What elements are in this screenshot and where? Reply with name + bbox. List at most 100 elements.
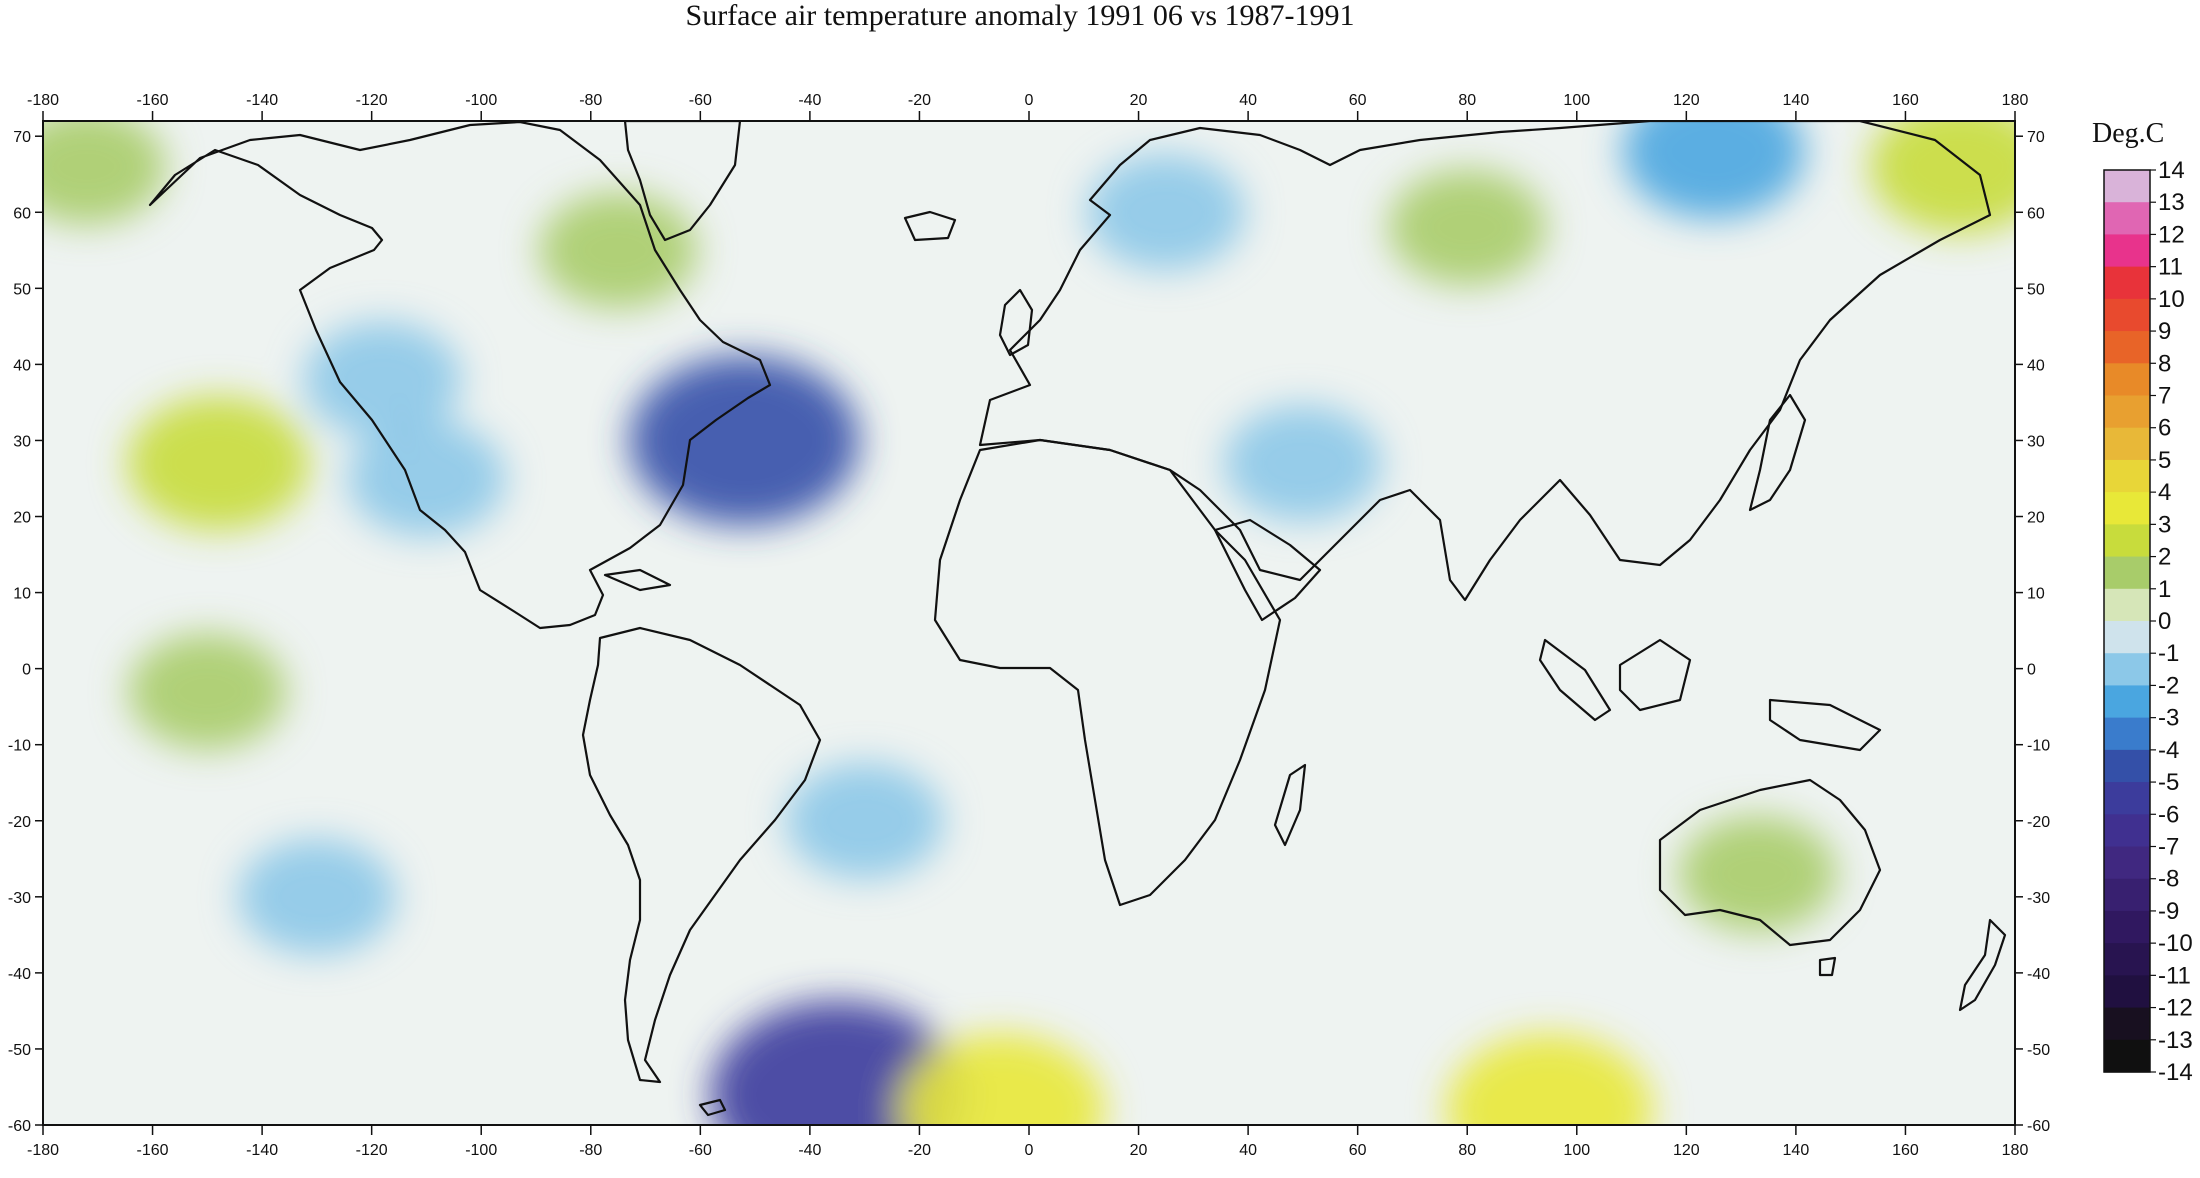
anomaly-blob [1086,154,1245,271]
colorbar-swatch [2104,782,2150,815]
colorbar: 14131211109876543210-1-2-3-4-5-6-7-8-9-1… [2103,157,2193,1086]
colorbar-tick-label: 2 [2158,544,2171,571]
colorbar-swatch [2104,1039,2150,1073]
x-tick-label-top: -80 [579,92,602,109]
colorbar-tick-label: 3 [2158,511,2171,538]
x-tick-label-bottom: -180 [27,1142,59,1159]
colorbar-swatch [2104,492,2150,525]
x-tick-label-bottom: 140 [1783,1142,1810,1159]
colorbar-unit-label: Deg.C [2092,118,2165,149]
y-tick-label-left: -40 [8,966,31,983]
coastline-new-guinea [1768,698,1882,752]
y-tick-label-left: 0 [22,662,31,679]
colorbar-tick-label: 4 [2158,479,2171,506]
coastline-eurasia [978,121,1992,602]
colorbar-swatch [2104,556,2150,590]
colorbar-swatch [2104,943,2150,976]
colorbar-swatch [2104,975,2150,1009]
colorbar-tick-label: 11 [2158,254,2183,281]
map-background [43,121,2015,1125]
x-tick-label-bottom: -20 [908,1142,931,1159]
x-tick-label-top: 180 [2002,92,2029,109]
colorbar-tick-label: 14 [2158,157,2185,184]
coastline-iceland [903,210,957,242]
colorbar-swatch [2104,524,2150,558]
map-axes: -180-180-160-160-140-140-120-120-100-100… [8,92,2050,1159]
colorbar-swatch [2104,395,2150,429]
colorbar-tick-label: -9 [2158,898,2179,925]
colorbar-tick-label: 1 [2158,576,2171,603]
colorbar-tick-label: -12 [2158,995,2193,1022]
colorbar-tick-label: -4 [2158,737,2179,764]
x-tick-label-bottom: 160 [1892,1142,1919,1159]
anomaly-blob [1678,816,1837,932]
y-tick-label-right: 40 [2027,357,2045,374]
colorbar-tick-label: 6 [2158,415,2171,442]
y-tick-label-right: 0 [2027,662,2036,679]
colorbar-tick-label: 9 [2158,318,2171,345]
y-tick-label-right: -40 [2027,966,2050,983]
x-tick-label-bottom: 0 [1025,1142,1034,1159]
x-tick-label-top: 20 [1130,92,1148,109]
x-tick-label-top: -160 [137,92,169,109]
anomaly-field [43,121,2015,1125]
y-tick-label-right: 70 [2027,129,2045,146]
colorbar-swatch [2104,653,2150,687]
anomaly-blob [237,838,396,955]
coastline-new-zealand [1958,918,2007,1012]
colorbar-swatch [2104,234,2150,268]
anomaly-blob [1869,121,2015,234]
colorbar-swatch [2104,878,2150,912]
y-tick-label-left: 40 [13,357,31,374]
colorbar-swatch [2104,202,2150,236]
y-tick-label-right: -30 [2027,890,2050,907]
colorbar-tick-label: -7 [2158,834,2179,861]
coastline-greenland [623,121,742,242]
coastline-africa [933,438,1282,907]
colorbar-tick-label: -3 [2158,705,2179,732]
x-tick-label-bottom: -100 [465,1142,497,1159]
colorbar-swatch [2104,298,2150,332]
coastline-antarctic-islands [698,1098,727,1117]
colorbar-swatch [2104,588,2150,622]
coastlines [148,121,2007,1117]
x-tick-label-bottom: -160 [137,1142,169,1159]
x-tick-label-top: 40 [1239,92,1257,109]
x-tick-label-top: 0 [1025,92,1034,109]
coastline-japan [1748,393,1807,512]
colorbar-tick-label: -6 [2158,801,2179,828]
coastline-arabia [1213,518,1322,622]
colorbar-tick-label: -11 [2158,962,2191,989]
anomaly-blob [1622,121,1805,219]
colorbar-tick-label: -10 [2158,930,2193,957]
y-tick-label-right: -20 [2027,814,2050,831]
coastline-cuba [603,568,672,592]
anomaly-blob [710,1000,965,1125]
x-tick-label-top: -140 [246,92,278,109]
anomaly-blob [1446,1033,1653,1125]
x-tick-label-bottom: 20 [1130,1142,1148,1159]
coastline-sumatra [1538,638,1612,722]
colorbar-tick-label: -13 [2158,1027,2193,1054]
colorbar-tick-label: 7 [2158,383,2171,410]
y-tick-label-right: 50 [2027,281,2045,298]
coastline-south-america [581,626,822,1084]
x-tick-label-top: -60 [689,92,712,109]
colorbar-swatch [2104,749,2150,783]
y-tick-label-right: -10 [2027,738,2050,755]
y-tick-label-left: 20 [13,510,31,527]
y-tick-label-left: -60 [8,1118,31,1135]
anomaly-blob [1388,169,1547,286]
y-tick-label-left: -30 [8,890,31,907]
y-tick-label-left: 30 [13,433,31,450]
colorbar-tick-label: -2 [2158,672,2179,699]
y-tick-label-left: 70 [13,129,31,146]
x-tick-label-bottom: 80 [1458,1142,1476,1159]
colorbar-swatch [2104,717,2150,751]
colorbar-tick-label: -5 [2158,769,2179,796]
coastline-great-britain [998,288,1034,357]
anomaly-blob [539,192,698,309]
x-tick-label-bottom: 40 [1239,1142,1257,1159]
y-tick-label-right: 60 [2027,205,2045,222]
